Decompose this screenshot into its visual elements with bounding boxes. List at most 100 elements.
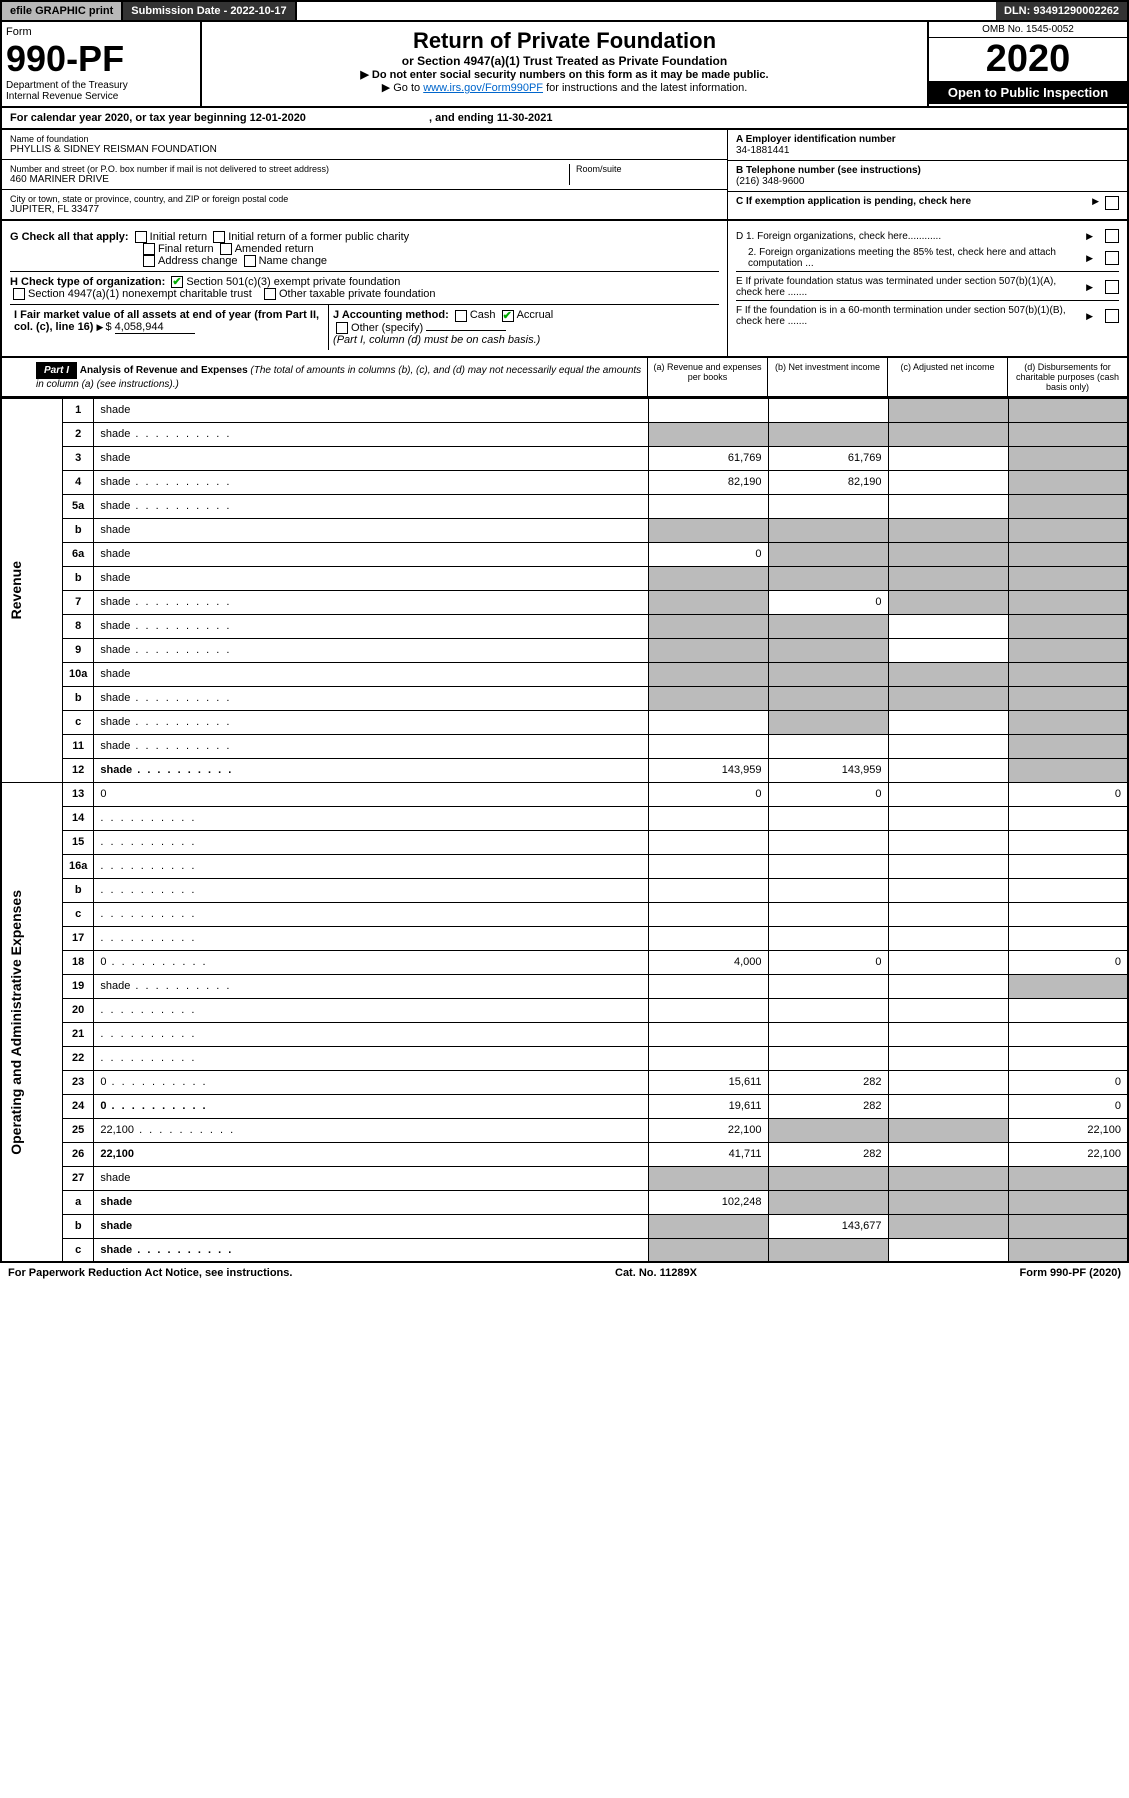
j-cb-other[interactable] [336,322,348,334]
e-checkbox[interactable] [1105,280,1119,294]
page-footer: For Paperwork Reduction Act Notice, see … [0,1263,1129,1283]
note-pre: ▶ Go to [382,82,423,94]
cell-shaded [1008,614,1128,638]
arrow-e [1086,282,1095,293]
cell-shaded [768,1238,888,1262]
g-opt-0: Initial return [150,231,207,243]
table-row: 7shade0 [1,590,1128,614]
g-cb-initial-former[interactable] [213,231,225,243]
cell-value: 61,769 [648,446,768,470]
info-right: A Employer identification number 34-1881… [727,130,1127,219]
row-number: 4 [63,470,94,494]
table-row: 5ashade [1,494,1128,518]
cell-shaded [768,638,888,662]
cell-value [1008,902,1128,926]
table-row: 4shade82,19082,190 [1,470,1128,494]
d1-row: D 1. Foreign organizations, check here..… [736,227,1119,245]
cell-value [648,806,768,830]
cell-value: 0 [1008,782,1128,806]
cell-value [768,494,888,518]
cell-shaded [768,422,888,446]
note-ssn: ▶ Do not enter social security numbers o… [208,68,921,81]
cell-value: 0 [1008,1070,1128,1094]
cell-value [888,446,1008,470]
checks-section: G Check all that apply: Initial return I… [0,221,1129,358]
g-cb-name[interactable] [244,255,256,267]
cell-shaded [768,614,888,638]
table-row: 16a [1,854,1128,878]
g-label: G Check all that apply: [10,231,129,243]
cell-value [768,902,888,926]
ein-value: 34-1881441 [736,145,1119,156]
d1-checkbox[interactable] [1105,229,1119,243]
d2-label: 2. Foreign organizations meeting the 85%… [736,247,1080,269]
address-row: Number and street (or P.O. box number if… [2,160,727,190]
table-row: 11shade [1,734,1128,758]
footer-right: Form 990-PF (2020) [1020,1267,1121,1279]
d2-checkbox[interactable] [1105,251,1119,265]
cell-value: 282 [768,1070,888,1094]
arrow-d2 [1086,253,1095,264]
cell-value [768,1022,888,1046]
cell-shaded [1008,470,1128,494]
row-desc: shade [94,1190,648,1214]
cell-value: 41,711 [648,1142,768,1166]
form-number: 990-PF [6,38,196,80]
cell-value [1008,878,1128,902]
cell-value [648,1046,768,1070]
j-cb-accrual[interactable] [502,310,514,322]
cell-value [648,398,768,422]
street-address: 460 MARINER DRIVE [10,174,569,185]
j-cell: J Accounting method: Cash Accrual Other … [329,305,719,349]
c-label: C If exemption application is pending, c… [736,196,971,207]
h-cb-4947[interactable] [13,288,25,300]
h-cb-other[interactable] [264,288,276,300]
j-other-field[interactable] [426,330,506,331]
row-desc: shade [94,542,648,566]
cell-value [648,734,768,758]
e-row: E If private foundation status was termi… [736,271,1119,300]
table-row: 2522,10022,10022,100 [1,1118,1128,1142]
cell-value [648,854,768,878]
cell-shaded [888,1166,1008,1190]
cell-value: 282 [768,1142,888,1166]
h-cb-501c3[interactable] [171,276,183,288]
entity-info: Name of foundation PHYLLIS & SIDNEY REIS… [0,130,1129,221]
cell-value [888,902,1008,926]
cell-value [1008,806,1128,830]
g-cb-address[interactable] [143,255,155,267]
g-cb-amended[interactable] [220,243,232,255]
j-note: (Part I, column (d) must be on cash basi… [333,334,540,346]
e-label: E If private foundation status was termi… [736,276,1080,298]
arrow-icon [1092,196,1101,207]
row-number: c [63,1238,94,1262]
row-desc: shade [94,422,648,446]
cell-value [1008,998,1128,1022]
ein-cell: A Employer identification number 34-1881… [728,130,1127,161]
g-cb-final[interactable] [143,243,155,255]
cell-value [888,998,1008,1022]
cell-value [888,1142,1008,1166]
cal-begin: 12-01-2020 [250,112,306,124]
irs-link[interactable]: www.irs.gov/Form990PF [423,82,543,94]
row-desc [94,830,648,854]
header-left: Form 990-PF Department of the Treasury I… [2,22,202,106]
cell-value: 4,000 [648,950,768,974]
cell-value: 0 [1008,950,1128,974]
room-label: Room/suite [576,164,719,174]
table-row: 22 [1,1046,1128,1070]
c-checkbox[interactable] [1105,196,1119,210]
f-checkbox[interactable] [1105,309,1119,323]
f-row: F If the foundation is in a 60-month ter… [736,300,1119,329]
g-cb-initial[interactable] [135,231,147,243]
cell-shaded [1008,590,1128,614]
form-title: Return of Private Foundation [208,28,921,54]
cell-value [888,926,1008,950]
open-public: Open to Public Inspection [929,81,1127,104]
col-d-header: (d) Disbursements for charitable purpose… [1007,358,1127,396]
part1-title-cell: Part I Analysis of Revenue and Expenses … [32,358,647,396]
row-desc [94,1022,648,1046]
j-cb-cash[interactable] [455,310,467,322]
cell-value [888,854,1008,878]
row-desc: shade [94,638,648,662]
